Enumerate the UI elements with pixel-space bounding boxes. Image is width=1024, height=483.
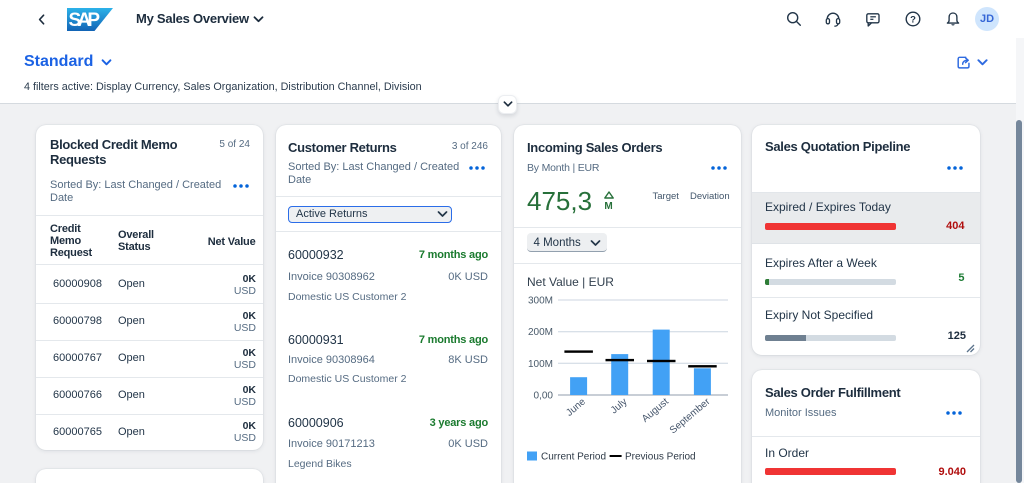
svg-text:?: ? bbox=[910, 15, 916, 26]
svg-text:September: September bbox=[668, 396, 713, 436]
svg-text:July: July bbox=[609, 396, 630, 416]
svg-text:Current Period: Current Period bbox=[541, 452, 606, 463]
svg-text:0,00: 0,00 bbox=[534, 391, 554, 402]
svg-text:100M: 100M bbox=[528, 359, 553, 370]
svg-text:300M: 300M bbox=[528, 296, 553, 307]
svg-text:SAP: SAP bbox=[69, 10, 101, 31]
svg-text:Previous Period: Previous Period bbox=[625, 452, 696, 463]
svg-text:June: June bbox=[564, 396, 588, 419]
svg-text:200M: 200M bbox=[528, 327, 553, 338]
svg-text:August: August bbox=[640, 396, 671, 425]
